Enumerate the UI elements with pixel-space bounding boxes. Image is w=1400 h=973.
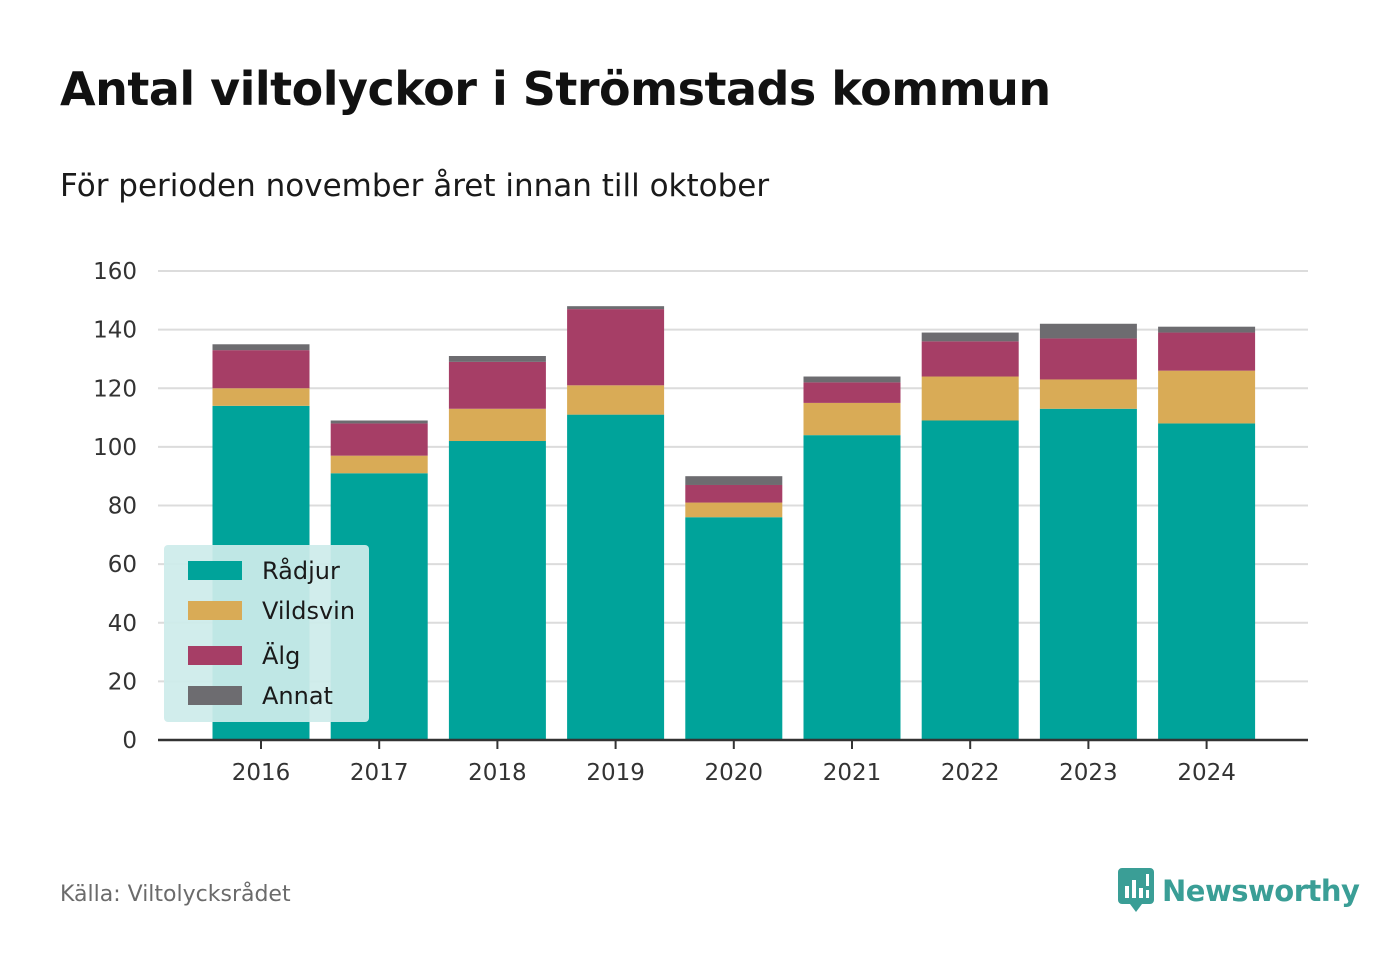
chart-title: Antal viltolyckor i Strömstads kommun	[60, 62, 1051, 116]
bar-segment	[921, 341, 1019, 377]
bar-segment	[567, 309, 665, 386]
legend-label: Vildsvin	[262, 597, 355, 625]
x-tick-label: 2016	[232, 760, 291, 786]
y-tick-label: 80	[108, 494, 137, 520]
bar-segment	[1158, 332, 1256, 371]
x-tick-label: 2024	[1177, 760, 1236, 786]
bar-segment	[212, 344, 310, 351]
newsworthy-logo-icon	[1118, 868, 1154, 912]
bar-segment	[448, 441, 546, 740]
bar-segment	[330, 420, 428, 424]
bar-segment	[803, 435, 901, 740]
brand-name: Newsworthy	[1162, 874, 1360, 908]
bar-segment	[803, 382, 901, 403]
bar-segment	[567, 385, 665, 415]
legend-swatch	[188, 646, 242, 665]
bar-segment	[1039, 379, 1137, 409]
y-tick-label: 20	[108, 669, 137, 695]
bar-segment	[803, 376, 901, 383]
legend: Rådjur Vildsvin Älg Annat	[164, 545, 369, 722]
bar-segment	[685, 484, 783, 503]
source-note: Källa: Viltolycksrådet	[60, 882, 291, 907]
chart-subtitle: För perioden november året innan till ok…	[60, 168, 770, 204]
brand-logo: Newsworthy	[1118, 868, 1360, 914]
y-tick-label: 100	[93, 435, 137, 461]
bar-segment	[448, 408, 546, 442]
legend-swatch	[188, 561, 242, 580]
x-tick-label: 2022	[941, 760, 1000, 786]
x-tick-label: 2020	[705, 760, 764, 786]
bar-segment	[685, 476, 783, 485]
bar-segment	[685, 517, 783, 740]
legend-swatch	[188, 601, 242, 620]
bar-segment	[1158, 423, 1256, 740]
bar-segment	[330, 423, 428, 456]
y-tick-label: 160	[93, 259, 137, 285]
y-tick-label: 140	[93, 318, 137, 344]
legend-label: Älg	[262, 641, 300, 670]
bar-segment	[448, 361, 546, 409]
x-tick-label: 2018	[468, 760, 527, 786]
bar-segment	[1039, 408, 1137, 740]
bar-segment	[567, 414, 665, 740]
bar-segment	[921, 420, 1019, 740]
bar-segment	[685, 502, 783, 518]
bar-segment	[921, 376, 1019, 421]
x-tick-label: 2019	[586, 760, 645, 786]
bar-segment	[567, 306, 665, 310]
x-tick-label: 2017	[350, 760, 409, 786]
bar-segment	[212, 350, 310, 389]
bar-segment	[448, 356, 546, 362]
legend-label: Rådjur	[262, 556, 340, 585]
y-tick-label: 60	[108, 552, 137, 578]
x-tick-label: 2021	[823, 760, 882, 786]
y-tick-label: 120	[93, 376, 137, 402]
bar-segment	[1039, 338, 1137, 380]
bar-segment	[803, 402, 901, 436]
bar-segment	[1158, 326, 1256, 333]
y-tick-label: 40	[108, 611, 137, 637]
bar-segment	[1039, 323, 1137, 339]
legend-swatch	[188, 686, 242, 705]
x-tick-label: 2023	[1059, 760, 1118, 786]
y-tick-label: 0	[122, 728, 137, 754]
bar-segment	[212, 388, 310, 406]
bar-segment	[330, 455, 428, 474]
bar-segment	[1158, 370, 1256, 424]
legend-box	[164, 545, 369, 722]
legend-label: Annat	[262, 682, 333, 710]
bar-segment	[921, 332, 1019, 342]
